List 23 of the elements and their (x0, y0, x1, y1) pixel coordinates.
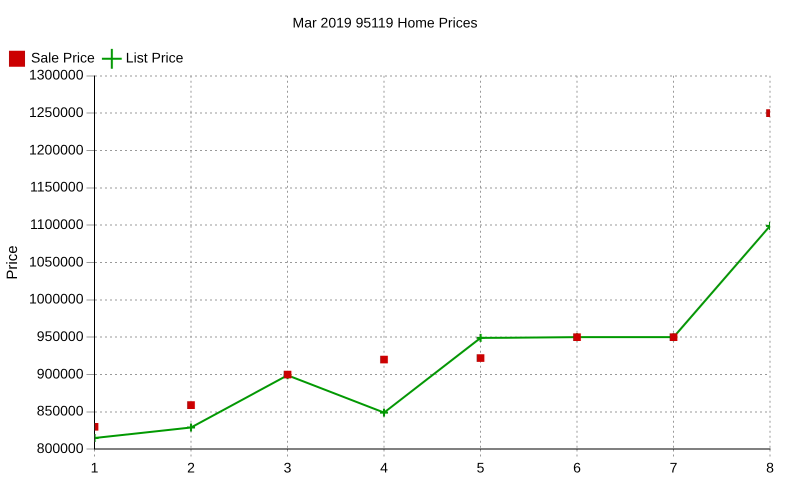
y-tick-label: 800000 (36, 440, 84, 456)
x-tick-label: 1 (90, 459, 99, 476)
x-tick-label: 7 (670, 459, 678, 476)
y-tick-label: 900000 (36, 365, 84, 382)
x-tick-label: 2 (187, 459, 196, 476)
legend-label: Sale Price (31, 50, 96, 66)
x-tick-label: 5 (476, 459, 485, 476)
x-tick-label: 8 (766, 459, 774, 476)
y-tick-label: 1200000 (28, 141, 84, 158)
y-tick-label: 1250000 (28, 104, 84, 120)
y-tick-label: 1150000 (30, 178, 84, 195)
x-tick-label: 3 (284, 459, 292, 476)
y-tick-label: 1300000 (28, 66, 84, 83)
x-tick-label: 4 (380, 459, 388, 476)
y-tick-label: 1050000 (28, 253, 84, 270)
x-tick-label: 6 (573, 459, 582, 476)
legend-label: List Price (126, 50, 184, 66)
y-axis-title: Price (4, 245, 22, 280)
chart-title: Mar 2019 95119 Home Prices (292, 14, 478, 30)
y-tick-label: 1000000 (28, 290, 84, 307)
y-tick-label: 950000 (36, 328, 84, 344)
y-tick-label: 850000 (36, 402, 84, 419)
y-tick-label: 1100000 (30, 216, 84, 232)
